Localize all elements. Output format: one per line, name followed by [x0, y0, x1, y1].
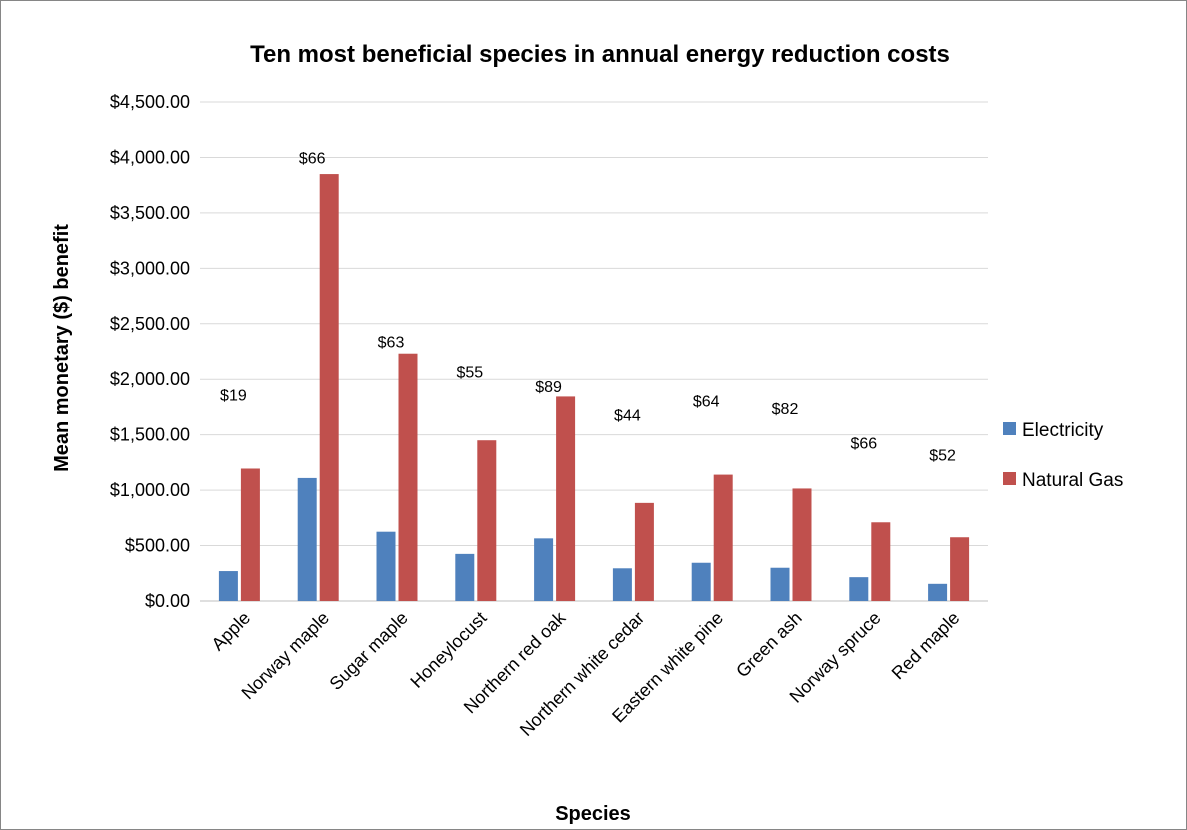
y-tick-label: $4,500.00: [110, 92, 190, 112]
data-annotation: $66: [850, 435, 877, 452]
x-tick-label: Sugar maple: [326, 608, 412, 694]
x-tick-label: Apple: [208, 608, 255, 655]
electricity-bar: [218, 571, 238, 601]
legend-label: Electricity: [1022, 420, 1104, 441]
y-tick-label: $500.00: [125, 536, 190, 556]
y-axis-tick-labels: $0.00 $500.00 $1,000.00 $1,500.00 $2,000.00 $…: [110, 92, 190, 611]
electricity-bar: [691, 562, 711, 601]
natural-gas-bar: [556, 396, 576, 601]
x-tick-label: Honeylocust: [406, 608, 490, 692]
bars: [218, 174, 970, 602]
electricity-bar: [928, 583, 948, 601]
electricity-bar: [455, 553, 475, 601]
electricity-bar: [534, 538, 554, 601]
natural-gas-bar: [240, 468, 260, 601]
y-tick-label: $2,000.00: [110, 369, 190, 389]
y-tick-label: $2,500.00: [110, 314, 190, 334]
electricity-bar: [297, 477, 317, 601]
chart-title: Ten most beneficial species in annual en…: [250, 41, 950, 68]
natural-gas-bar: [871, 522, 891, 601]
y-tick-label: $4,000.00: [110, 147, 190, 167]
data-annotation: $63: [378, 335, 405, 352]
data-annotation: $89: [535, 379, 562, 396]
x-tick-label: Green ash: [732, 608, 806, 682]
natural-gas-bar: [319, 174, 339, 602]
natural-gas-bar: [950, 537, 970, 601]
legend: Electricity Natural Gas: [1003, 420, 1123, 491]
natural-gas-bar: [792, 488, 812, 601]
natural-gas-bar: [634, 502, 654, 601]
electricity-bar: [376, 531, 396, 601]
gridlines: [200, 101, 988, 602]
data-annotation: $19: [220, 388, 247, 405]
data-annotation: $55: [456, 364, 483, 381]
y-tick-label: $0.00: [145, 591, 190, 611]
y-tick-label: $1,000.00: [110, 480, 190, 500]
electricity-bar: [849, 577, 869, 601]
x-tick-label: Red maple: [888, 608, 964, 684]
x-axis-title: Species: [555, 803, 631, 825]
electricity-bar: [770, 567, 790, 601]
data-annotation: $66: [299, 150, 326, 167]
y-tick-label: $1,500.00: [110, 425, 190, 445]
legend-label: Natural Gas: [1022, 470, 1123, 491]
data-annotation: $52: [929, 448, 956, 465]
natural-gas-bar: [477, 440, 497, 601]
electricity-bar: [612, 568, 632, 601]
data-annotation: $64: [693, 393, 720, 410]
y-tick-label: $3,500.00: [110, 203, 190, 223]
data-annotation: $82: [772, 401, 799, 418]
data-annotation: $44: [614, 408, 641, 425]
y-axis-title: Mean monetary ($) benefit: [51, 224, 73, 472]
data-annotations: $19 $66 $63 $55 $89 $44 $64 $82 $66 $52: [220, 150, 956, 464]
legend-swatch: [1003, 422, 1016, 435]
natural-gas-bar: [398, 353, 418, 601]
natural-gas-bar: [713, 474, 733, 601]
legend-swatch: [1003, 472, 1016, 485]
y-tick-label: $3,000.00: [110, 258, 190, 278]
